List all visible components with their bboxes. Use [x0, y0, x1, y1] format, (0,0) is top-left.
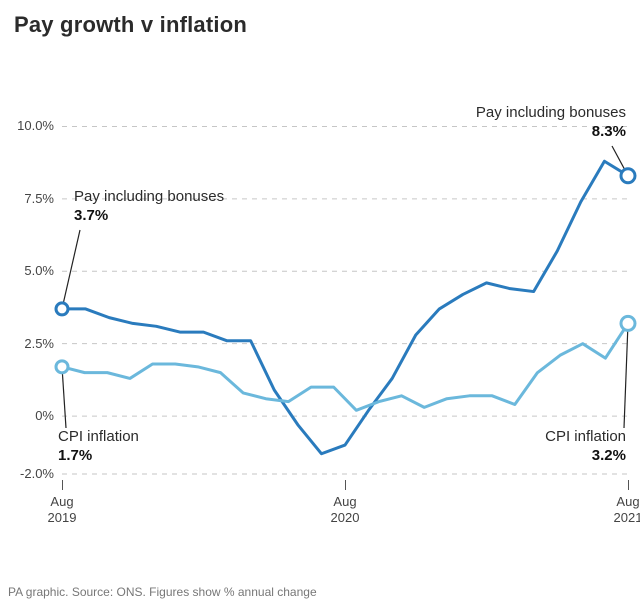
- y-tick-label: -2.0%: [4, 466, 54, 481]
- y-tick-label: 5.0%: [4, 263, 54, 278]
- chart-footer: PA graphic. Source: ONS. Figures show % …: [8, 585, 317, 599]
- end-marker-cpi_start: [56, 361, 68, 373]
- chart-container: Pay growth v inflation -2.0% 0% 2.5% 5.0% 7.…: [0, 0, 640, 605]
- annotation-value: 8.3%: [476, 123, 626, 142]
- annotation-cpi_start: CPI inflation1.7%: [58, 428, 139, 466]
- x-tick-label: Aug2021: [598, 480, 640, 527]
- annotation-title: Pay including bonuses: [74, 188, 224, 207]
- annotation-leader-pay_start: [62, 230, 80, 309]
- annotation-cpi_end: CPI inflation3.2%: [545, 428, 626, 466]
- chart-title: Pay growth v inflation: [14, 12, 247, 38]
- plot-area: -2.0% 0% 2.5% 5.0% 7.5% 10.0% Aug2019 Aug2020 A…: [0, 48, 640, 558]
- annotation-pay_end: Pay including bonuses8.3%: [476, 104, 626, 142]
- annotation-value: 3.2%: [545, 447, 626, 466]
- annotation-pay_start: Pay including bonuses3.7%: [74, 188, 224, 226]
- x-tick-label: Aug2019: [32, 480, 92, 527]
- annotation-value: 1.7%: [58, 447, 139, 466]
- end-marker-pay_start: [56, 303, 68, 315]
- y-tick-label: 0%: [4, 408, 54, 423]
- annotation-leader-cpi_start: [62, 367, 66, 428]
- end-marker-pay_end: [621, 169, 635, 183]
- end-marker-cpi_end: [621, 316, 635, 330]
- y-tick-label: 10.0%: [4, 118, 54, 133]
- y-tick-label: 2.5%: [4, 336, 54, 351]
- y-tick-label: 7.5%: [4, 191, 54, 206]
- annotation-title: CPI inflation: [545, 428, 626, 447]
- annotation-title: CPI inflation: [58, 428, 139, 447]
- annotation-value: 3.7%: [74, 207, 224, 226]
- series-line-cpi: [62, 323, 628, 410]
- x-tick-label: Aug2020: [315, 480, 375, 527]
- annotation-title: Pay including bonuses: [476, 104, 626, 123]
- annotation-leader-cpi_end: [624, 323, 628, 428]
